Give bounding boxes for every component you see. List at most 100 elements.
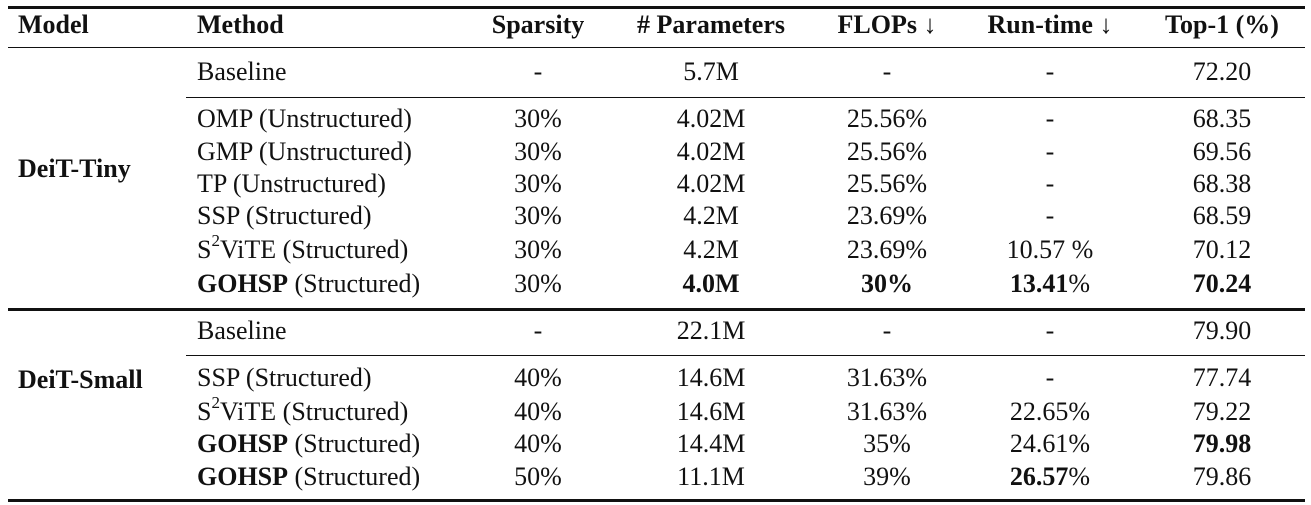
- tiny-row-2-flops: 25.56%: [846, 137, 928, 166]
- small-row-3-runtime: 24.61%: [1009, 429, 1091, 458]
- small-row-3-params: 14.4M: [676, 429, 746, 458]
- small-row-0-top1: 79.90: [1192, 316, 1252, 345]
- tiny-row-0-params: 5.7M: [683, 57, 739, 86]
- tiny-row-5-params: 4.2M: [683, 235, 739, 264]
- tiny-row-3-flops: 25.56%: [846, 169, 928, 198]
- model-label-deit-small: DeiT-Small: [18, 365, 143, 394]
- tiny-row-4-sparsity: 30%: [514, 201, 562, 230]
- tiny-row-1-top1: 68.35: [1192, 104, 1252, 133]
- small-row-3-flops: 35%: [863, 429, 911, 458]
- tiny-row-0-top1: 72.20: [1192, 57, 1252, 86]
- small-row-3-top1: 79.98: [1192, 429, 1252, 458]
- small-row-4-params: 11.1M: [677, 462, 745, 491]
- header-sparsity: Sparsity: [491, 10, 585, 39]
- tiny-row-5-method-base: S: [197, 235, 212, 264]
- small-row-0-params: 22.1M: [676, 316, 746, 345]
- tiny-row-5-method-sup: 2: [211, 231, 220, 251]
- header-method: Method: [197, 10, 284, 39]
- small-row-1-flops: 31.63%: [846, 363, 928, 392]
- small-row-1-params: 14.6M: [676, 363, 746, 392]
- small-row-4-method-rest: (Structured): [288, 462, 421, 491]
- top-rule: [8, 6, 1305, 9]
- small-row-0-runtime: -: [1045, 316, 1055, 345]
- tiny-row-5-method: S2ViTE (Structured): [197, 231, 409, 266]
- tiny-baseline-rule: [186, 97, 1305, 99]
- tiny-row-4-top1: 68.59: [1192, 201, 1252, 230]
- small-row-4-runtime-bold: 26.57: [1009, 462, 1069, 491]
- tiny-row-3-sparsity: 30%: [514, 169, 562, 198]
- small-row-3-sparsity: 40%: [514, 429, 562, 458]
- small-row-2-flops: 31.63%: [846, 397, 928, 426]
- tiny-row-0-flops: -: [882, 57, 892, 86]
- small-row-4-sparsity: 50%: [514, 462, 562, 491]
- small-row-1-method: SSP (Structured): [197, 363, 372, 392]
- small-row-4-top1: 79.86: [1192, 462, 1252, 491]
- small-row-4-runtime: 26.57%: [1010, 461, 1090, 493]
- small-row-4-method-bold: GOHSP: [197, 462, 289, 491]
- bottom-rule: [8, 499, 1305, 502]
- tiny-row-0-method: Baseline: [197, 57, 287, 86]
- small-row-4-runtime-rest: %: [1068, 462, 1091, 491]
- tiny-row-0-sparsity: -: [533, 57, 543, 86]
- tiny-row-5-flops: 23.69%: [846, 235, 928, 264]
- tiny-row-2-params: 4.02M: [676, 137, 746, 166]
- tiny-row-4-runtime: -: [1045, 201, 1055, 230]
- small-row-1-runtime: -: [1045, 363, 1055, 392]
- tiny-row-4-flops: 23.69%: [846, 201, 928, 230]
- small-row-0-method: Baseline: [197, 316, 287, 345]
- group-rule: [8, 308, 1305, 311]
- small-row-2-method-base: S: [197, 397, 212, 426]
- header-params: # Parameters: [637, 10, 785, 39]
- small-row-2-method: S2ViTE (Structured): [197, 393, 409, 428]
- small-row-2-method-rest: ViTE (Structured): [219, 397, 409, 426]
- tiny-row-1-runtime: -: [1045, 104, 1055, 133]
- tiny-row-0-runtime: -: [1045, 57, 1055, 86]
- small-row-2-method-sup: 2: [211, 393, 220, 413]
- small-row-0-flops: -: [882, 316, 892, 345]
- small-row-2-sparsity: 40%: [514, 397, 562, 426]
- small-row-1-sparsity: 40%: [514, 363, 562, 392]
- small-row-2-params: 14.6M: [676, 397, 746, 426]
- tiny-row-2-method: GMP (Unstructured): [197, 137, 412, 166]
- tiny-row-2-runtime: -: [1045, 137, 1055, 166]
- small-baseline-rule: [186, 355, 1305, 357]
- tiny-row-6-sparsity: 30%: [514, 269, 562, 298]
- tiny-row-2-sparsity: 30%: [514, 137, 562, 166]
- tiny-row-1-method: OMP (Unstructured): [197, 104, 412, 133]
- small-row-3-method-bold: GOHSP: [197, 429, 289, 458]
- small-row-3-method: GOHSP (Structured): [197, 428, 420, 460]
- small-row-0-sparsity: -: [533, 316, 543, 345]
- tiny-row-3-runtime: -: [1045, 169, 1055, 198]
- tiny-row-6-runtime: 13.41%: [1010, 268, 1090, 300]
- tiny-row-5-runtime: 10.57 %: [1006, 235, 1094, 264]
- small-row-2-runtime: 22.65%: [1009, 397, 1091, 426]
- model-label-deit-tiny: DeiT-Tiny: [18, 154, 131, 183]
- tiny-row-5-sparsity: 30%: [514, 235, 562, 264]
- tiny-row-6-top1: 70.24: [1192, 269, 1252, 298]
- tiny-row-5-method-rest: ViTE (Structured): [219, 235, 409, 264]
- tiny-row-6-flops: 30%: [861, 269, 913, 298]
- header-flops: FLOPs ↓: [837, 10, 937, 39]
- tiny-row-6-method: GOHSP (Structured): [197, 268, 420, 300]
- small-row-2-top1: 79.22: [1192, 397, 1252, 426]
- header-rule: [8, 47, 1305, 49]
- tiny-row-4-method: SSP (Structured): [197, 201, 372, 230]
- tiny-row-3-params: 4.02M: [676, 169, 746, 198]
- tiny-row-6-method-rest: (Structured): [288, 269, 421, 298]
- tiny-row-6-method-bold: GOHSP: [197, 269, 289, 298]
- tiny-row-6-runtime-bold: 13.41: [1009, 269, 1069, 298]
- small-row-3-method-rest: (Structured): [288, 429, 421, 458]
- tiny-row-1-flops: 25.56%: [846, 104, 928, 133]
- tiny-row-2-top1: 69.56: [1192, 137, 1252, 166]
- small-row-4-flops: 39%: [863, 462, 911, 491]
- tiny-row-1-sparsity: 30%: [514, 104, 562, 133]
- header-runtime: Run-time ↓: [987, 10, 1113, 39]
- small-row-4-method: GOHSP (Structured): [197, 461, 420, 493]
- header-model: Model: [18, 10, 89, 39]
- small-row-1-top1: 77.74: [1192, 363, 1252, 392]
- tiny-row-5-top1: 70.12: [1192, 235, 1252, 264]
- tiny-row-4-params: 4.2M: [683, 201, 739, 230]
- tiny-row-6-runtime-rest: %: [1068, 269, 1091, 298]
- tiny-row-1-params: 4.02M: [676, 104, 746, 133]
